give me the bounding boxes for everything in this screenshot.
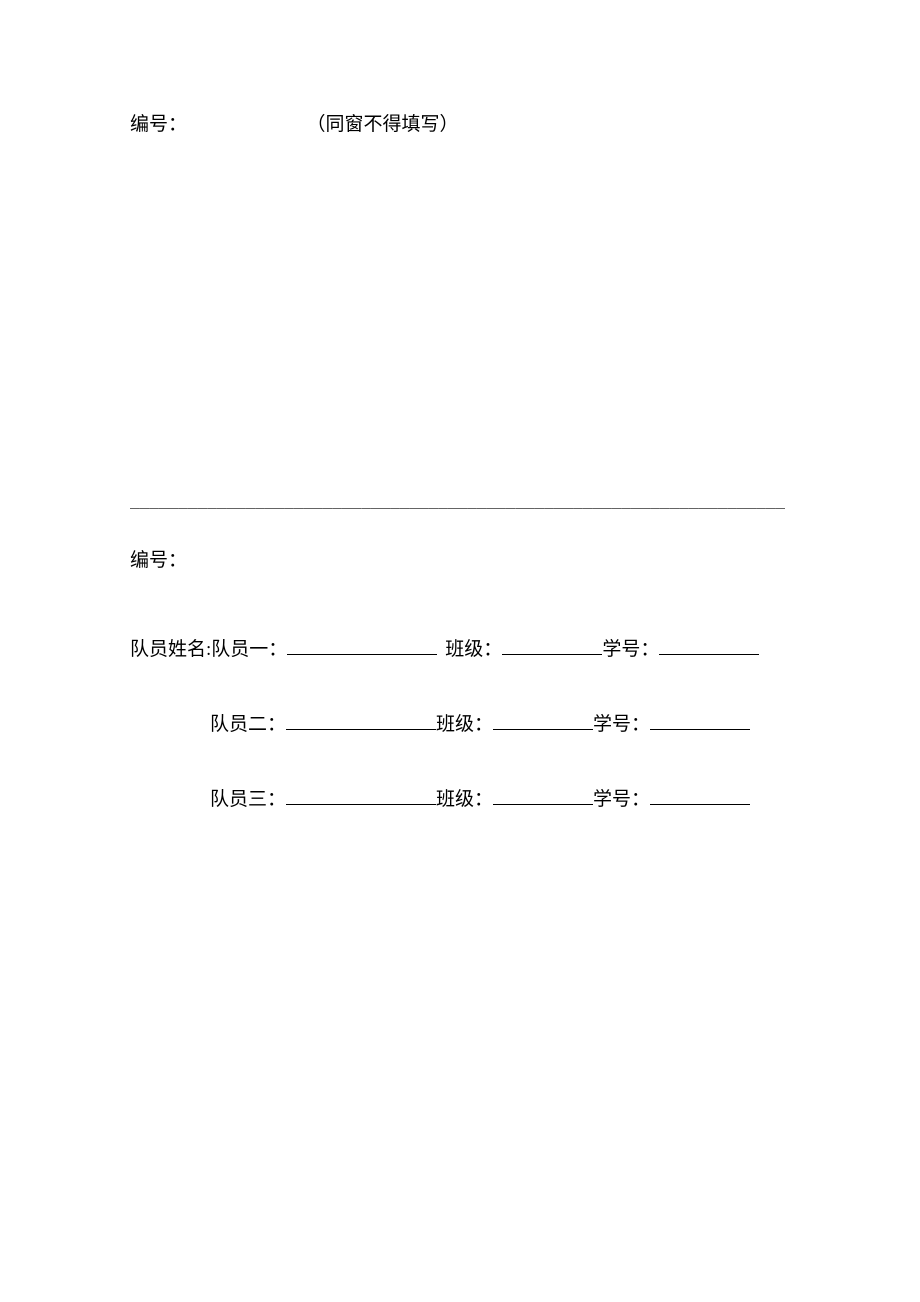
member-row-2: 队员二： 班级： 学号： bbox=[130, 709, 790, 736]
member-3-class-blank[interactable] bbox=[493, 804, 593, 805]
member-2-id-label: 学号： bbox=[593, 709, 650, 736]
member-row-3: 队员三： 班级： 学号： bbox=[130, 784, 790, 811]
member-3-id-blank[interactable] bbox=[650, 804, 750, 805]
member-3-name-blank[interactable] bbox=[286, 804, 436, 805]
member-2-class-blank[interactable] bbox=[493, 729, 593, 730]
member-2-id-blank[interactable] bbox=[650, 729, 750, 730]
serial-label-bottom: 编号： bbox=[130, 545, 790, 572]
serial-label-top: 编号： bbox=[130, 114, 187, 135]
member-2-prefix: 队员二： bbox=[210, 709, 286, 736]
member-1-class-label: 班级： bbox=[445, 634, 502, 661]
page-container: 编号： （同窗不得填写） ___________________________… bbox=[0, 0, 920, 811]
member-row-1: 队员姓名: 队员一： 班级： 学号： bbox=[130, 634, 790, 661]
member-1-class-blank[interactable] bbox=[502, 654, 602, 655]
member-2-name-blank[interactable] bbox=[286, 729, 436, 730]
member-1-prefix: 队员一： bbox=[211, 634, 287, 661]
serial-note: （同窗不得填写） bbox=[307, 114, 459, 135]
top-section: 编号： （同窗不得填写） bbox=[130, 110, 790, 140]
member-3-prefix: 队员三： bbox=[210, 784, 286, 811]
divider-line: ________________________________________… bbox=[130, 490, 790, 509]
member-1-id-label: 学号： bbox=[602, 634, 659, 661]
member-1-id-blank[interactable] bbox=[659, 654, 759, 655]
member-2-class-label: 班级： bbox=[436, 709, 493, 736]
member-name-label: 队员姓名: bbox=[130, 634, 211, 661]
member-1-name-blank[interactable] bbox=[287, 654, 437, 655]
member-3-id-label: 学号： bbox=[593, 784, 650, 811]
member-section: 队员姓名: 队员一： 班级： 学号： 队员二： 班级： 学号： 队员三： 班级：… bbox=[130, 634, 790, 811]
member-3-class-label: 班级： bbox=[436, 784, 493, 811]
